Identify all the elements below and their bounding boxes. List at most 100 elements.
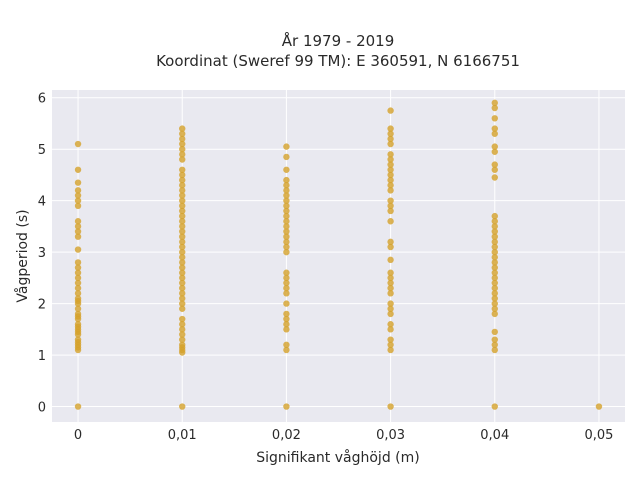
data-point — [283, 315, 290, 323]
data-point — [283, 290, 290, 297]
data-point — [387, 326, 394, 333]
data-point — [491, 243, 498, 251]
data-point — [491, 125, 498, 132]
data-point — [387, 243, 394, 251]
data-point — [283, 248, 290, 256]
data-point — [491, 328, 498, 336]
data-point — [179, 166, 186, 173]
y-tick-label: 6 — [38, 92, 46, 107]
data-point — [74, 228, 82, 235]
data-point — [491, 284, 498, 292]
data-point — [491, 143, 498, 150]
data-point — [595, 403, 603, 410]
data-point — [387, 305, 394, 312]
data-point — [387, 290, 394, 297]
data-point — [179, 130, 186, 137]
data-point — [387, 125, 394, 132]
data-point — [179, 207, 186, 215]
y-tick-label: 2 — [38, 298, 46, 313]
data-point — [179, 151, 186, 158]
data-point — [179, 259, 186, 266]
data-point — [283, 238, 290, 246]
data-point — [387, 341, 394, 348]
y-tick-label: 3 — [38, 246, 46, 261]
data-point — [74, 310, 82, 318]
data-point — [387, 166, 394, 173]
plot-area — [52, 90, 625, 422]
x-tick-label: 0,04 — [480, 428, 509, 443]
data-point — [491, 130, 498, 137]
data-point — [179, 228, 186, 235]
data-point — [491, 218, 498, 225]
data-point — [491, 233, 498, 240]
data-point — [283, 207, 290, 215]
data-point — [283, 233, 290, 240]
data-point — [179, 156, 186, 163]
data-point — [283, 176, 290, 184]
data-point — [491, 166, 498, 173]
data-point — [283, 274, 290, 282]
data-point — [491, 290, 498, 297]
data-point — [387, 187, 394, 194]
data-point — [283, 182, 290, 189]
y-tick-labels: 0 1 2 3 4 5 6 — [38, 92, 46, 416]
y-tick-label: 4 — [38, 195, 46, 210]
data-point — [387, 274, 394, 282]
x-tick-labels: 0 0,01 0,02 0,03 0,04 0,05 — [74, 428, 614, 443]
data-point — [387, 321, 394, 328]
data-point — [387, 300, 394, 307]
data-point — [74, 179, 82, 186]
data-point — [283, 403, 290, 410]
data-point — [491, 104, 498, 112]
data-point — [387, 403, 394, 410]
data-point — [179, 223, 186, 230]
data-point — [179, 315, 186, 323]
x-tick-label: 0,02 — [272, 428, 301, 443]
data-point — [491, 274, 498, 282]
data-point — [387, 197, 394, 204]
data-point — [283, 153, 290, 161]
y-axis-label: Vågperiod (s) — [14, 209, 31, 302]
data-point — [283, 279, 290, 287]
data-point — [491, 403, 498, 410]
data-point — [179, 284, 186, 292]
data-point — [74, 259, 82, 266]
data-point — [283, 300, 290, 307]
data-point — [491, 254, 498, 261]
x-tick-label: 0,01 — [168, 428, 197, 443]
x-tick-label: 0,05 — [584, 428, 613, 443]
data-point — [74, 336, 82, 343]
data-point — [283, 223, 290, 230]
data-point — [74, 233, 82, 240]
data-point — [387, 346, 394, 354]
data-point — [387, 279, 394, 287]
data-point — [491, 99, 498, 107]
data-point — [491, 212, 498, 220]
data-point — [387, 284, 394, 292]
data-point — [74, 223, 82, 230]
data-point — [491, 228, 498, 235]
data-point — [74, 279, 82, 287]
data-point — [491, 248, 498, 256]
data-point — [283, 346, 290, 354]
data-point — [179, 279, 186, 287]
data-point — [491, 115, 498, 122]
data-point — [179, 341, 186, 348]
data-point — [491, 336, 498, 343]
y-tick-label: 1 — [38, 349, 46, 364]
data-point — [283, 192, 290, 199]
data-point — [387, 256, 394, 264]
data-point — [387, 176, 394, 184]
y-tick-label: 0 — [38, 401, 46, 416]
data-point — [179, 140, 186, 148]
data-point — [283, 243, 290, 251]
data-point — [387, 151, 394, 158]
data-point — [283, 321, 290, 328]
data-point — [387, 161, 394, 168]
data-point — [179, 218, 186, 225]
chart-title-line-2: Koordinat (Sweref 99 TM): E 360591, N 61… — [156, 52, 520, 70]
data-point — [74, 166, 82, 173]
data-point — [387, 336, 394, 343]
data-point — [179, 125, 186, 132]
data-point — [74, 197, 82, 204]
